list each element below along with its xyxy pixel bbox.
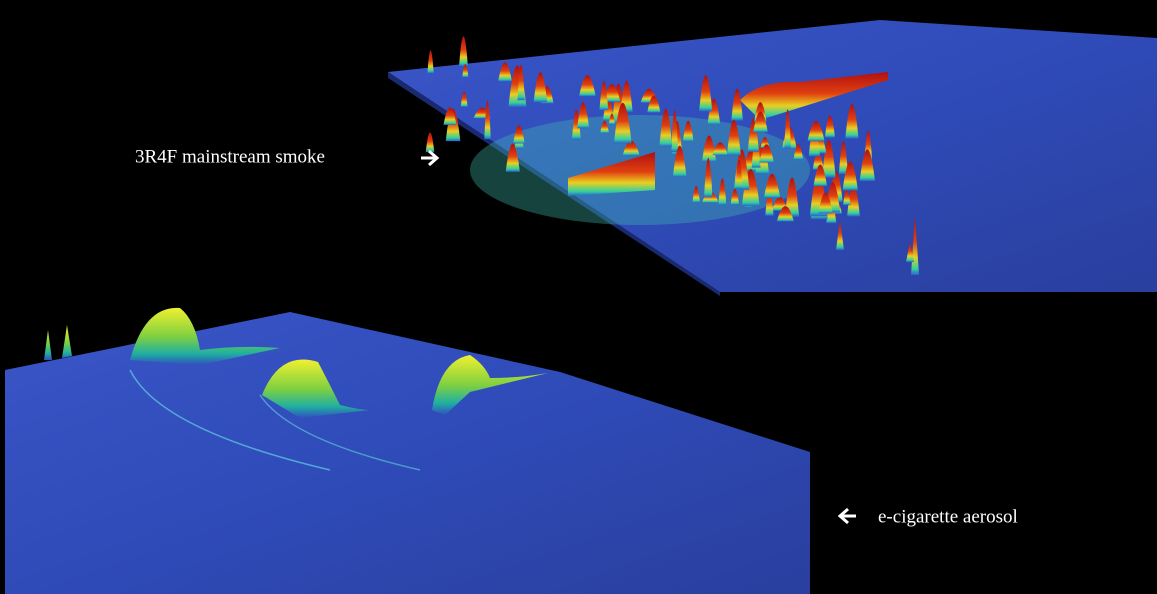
figure: 3R4F mainstream smoke e-cigarette aeroso… [0, 0, 1157, 594]
top-label: 3R4F mainstream smoke [135, 146, 325, 167]
bottom-label: e-cigarette aerosol [878, 506, 1018, 527]
page: 3R4F mainstream smoke e-cigarette aeroso… [0, 0, 1157, 594]
